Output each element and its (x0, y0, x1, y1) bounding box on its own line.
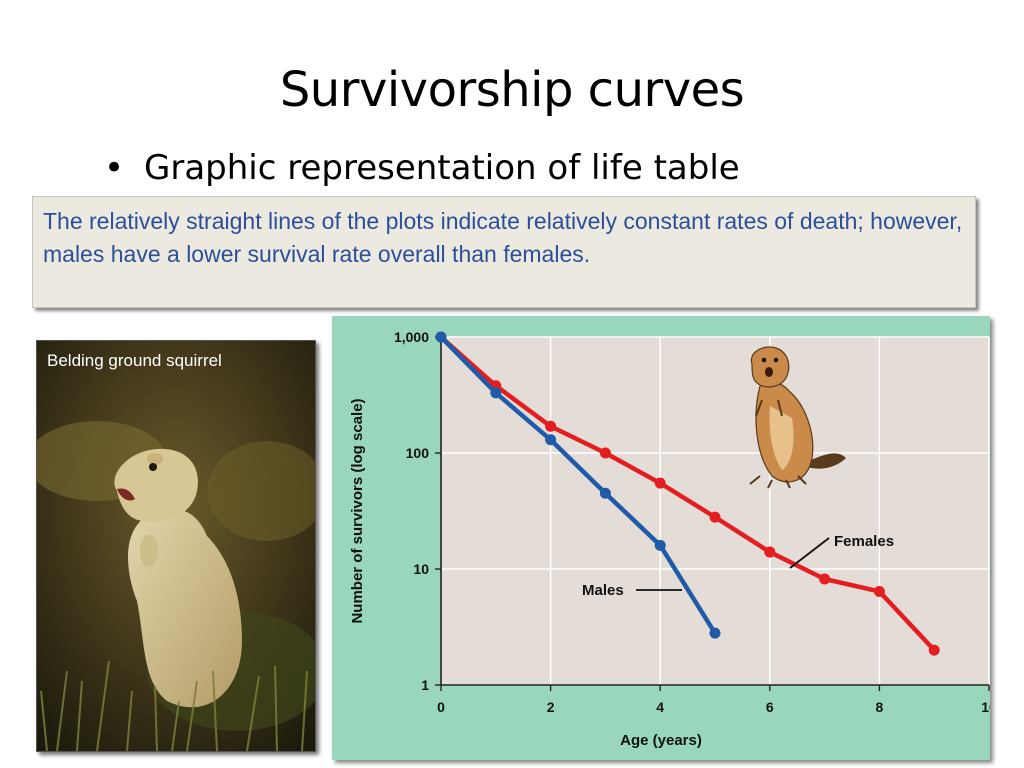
males-data-point (435, 331, 447, 343)
x-tick-label: 4 (656, 699, 664, 715)
bullet-dot: • (104, 148, 125, 188)
series (435, 331, 940, 656)
squirrel-photo: Belding ground squirrel (36, 340, 316, 752)
grid (441, 336, 990, 685)
males-data-point (599, 487, 611, 499)
x-tick-label: 0 (437, 699, 445, 715)
y-tick-label: 1,000 (394, 329, 429, 345)
females-data-point (545, 420, 557, 432)
males-data-point (709, 627, 721, 639)
axes: 0 2 4 6 8 10 1 10 100 1,000 Age (years) Number of s… (349, 329, 990, 749)
females-series-line (439, 335, 936, 652)
y-tick-label: 10 (413, 561, 429, 577)
females-data-point (873, 585, 885, 597)
photo-label: Belding ground squirrel (47, 351, 222, 370)
females-data-point (599, 447, 611, 459)
females-data-point (709, 511, 721, 523)
chart-panel: 0 2 4 6 8 10 1 10 100 1,000 Age (years) Number of s… (332, 316, 990, 760)
females-data-point (819, 573, 831, 585)
males-annotation-label: Males (582, 582, 624, 599)
males-series-line (439, 335, 717, 635)
y-tick-label: 1 (421, 677, 429, 693)
x-tick-label: 6 (766, 699, 774, 715)
males-data-point (654, 539, 666, 551)
y-axis-title: Number of survivors (log scale) (349, 398, 366, 623)
males-data-point (490, 387, 502, 399)
males-data-point (545, 434, 557, 446)
x-tick-label: 10 (981, 699, 990, 715)
females-data-point (928, 644, 940, 656)
slide-title: Survivorship curves (279, 62, 745, 118)
x-tick-label: 8 (876, 699, 884, 715)
x-axis-title: Age (years) (620, 732, 702, 749)
x-tick-label: 2 (547, 699, 555, 715)
survivorship-chart: 0 2 4 6 8 10 1 10 100 1,000 Age (years) Number of s… (349, 329, 990, 749)
females-leader-line (789, 537, 830, 569)
females-data-point (764, 546, 776, 558)
squirrel-photo-image (37, 341, 315, 751)
caption-box: The relatively straight lines of the plo… (32, 196, 976, 308)
bullet-item: • Graphic representation of life table (104, 148, 740, 188)
caption-text: The relatively straight lines of the plo… (43, 208, 963, 267)
labels: Females Males (582, 533, 894, 599)
females-data-point (654, 477, 666, 489)
y-tick-label: 100 (406, 445, 430, 461)
females-annotation-label: Females (834, 533, 894, 550)
bullet-text: Graphic representation of life table (144, 148, 740, 188)
plot-area (441, 337, 989, 685)
squirrel-illustration (749, 346, 846, 489)
